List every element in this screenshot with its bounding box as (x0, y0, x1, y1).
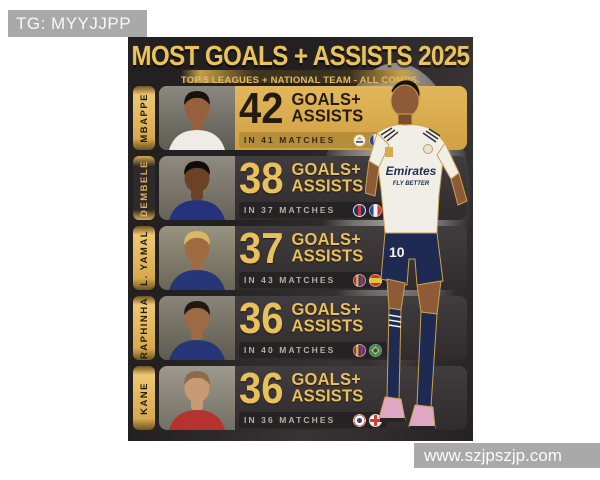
most-goals-assists-graphic: MOST GOALS + ASSISTS 2025 TOP 5 LEAGUES … (128, 37, 473, 441)
website-watermark-label: www.szjpszjp.com (424, 446, 562, 465)
stat-line: 42 GOALS+ ASSISTS (239, 87, 465, 131)
player-name-label: DEMBELE (138, 159, 150, 217)
player-row-body: 36 GOALS+ ASSISTS IN 40 MATCHES (159, 296, 467, 360)
stat-label-line1: GOALS+ (291, 160, 362, 180)
matches-label: IN 37 MATCHES (244, 205, 336, 215)
player-stats: 42 GOALS+ ASSISTS IN 41 MATCHES (239, 87, 465, 148)
real-madrid-crest-icon (353, 133, 366, 147)
player-photo (159, 296, 235, 360)
shirt-sponsor-subtext: FLY BETTER (393, 181, 430, 187)
page-title: MOST GOALS + ASSISTS 2025 (131, 41, 470, 73)
stat-label-line2: ASSISTS (291, 176, 364, 196)
stat-label-line2: ASSISTS (291, 386, 364, 406)
player-avatar-graphic (169, 161, 225, 220)
stat-label-line1: GOALS+ (291, 370, 362, 390)
player-cutout-image: Emirates FLY BETTER 10 (365, 77, 471, 439)
player-photo (159, 156, 235, 220)
shirt-sponsor-text: Emirates (386, 164, 437, 178)
matches-label: IN 43 MATCHES (244, 275, 336, 285)
brazil-flag-icon (369, 343, 382, 357)
player-avatar-graphic (169, 301, 225, 360)
player-row-kane: KANE 36 GOALS+ ASSIST (133, 366, 467, 430)
player-photo (159, 366, 235, 430)
stat-label: GOALS+ ASSISTS (291, 90, 364, 126)
subtitle-band: TOP 5 LEAGUES + NATIONAL TEAM - ALL COMP… (180, 70, 421, 86)
mbappe-cutout-graphic: Emirates FLY BETTER 10 (365, 79, 468, 430)
player-photo (159, 86, 235, 150)
player-name-tab: KANE (133, 366, 155, 430)
stat-label: GOALS+ ASSISTS (291, 300, 364, 336)
shirt-number: 10 (389, 244, 405, 260)
player-stats: 37 GOALS+ ASSISTS IN 43 MATCHES (239, 227, 465, 288)
player-stats: 38 GOALS+ ASSISTS IN 37 MATCHES (239, 157, 465, 218)
player-name-label: KANE (138, 381, 150, 415)
team-icons (353, 203, 382, 217)
total-goals-assists: 38 (239, 156, 284, 203)
stat-label: GOALS+ ASSISTS (291, 370, 364, 406)
stat-label-line2: ASSISTS (291, 316, 364, 336)
matches-strip: IN 40 MATCHES (239, 342, 387, 358)
player-avatar-graphic (169, 91, 225, 150)
team-icons (353, 343, 382, 357)
stat-line: 37 GOALS+ ASSISTS (239, 227, 465, 271)
website-watermark-badge: www.szjpszjp.com (414, 443, 600, 468)
stat-label: GOALS+ ASSISTS (291, 160, 364, 196)
player-name-tab: RAPHINHA (133, 296, 155, 360)
bayern-crest-icon (353, 413, 366, 427)
player-row-mbappe: MBAPPE 42 GOALS+ ASSI (133, 86, 467, 150)
player-stats: 36 GOALS+ ASSISTS IN 40 MATCHES (239, 297, 465, 358)
tg-watermark-label: TG: MYYJJPP (16, 14, 132, 33)
player-name-label: L. YAMAL (138, 230, 150, 286)
player-row-body: 42 GOALS+ ASSISTS IN 41 MATCHES (159, 86, 467, 150)
barcelona-crest-icon (353, 273, 366, 287)
stat-label-line2: ASSISTS (291, 106, 364, 126)
player-photo (159, 226, 235, 290)
stat-label: GOALS+ ASSISTS (291, 230, 364, 266)
psg-crest-icon (353, 203, 366, 217)
matches-label: IN 36 MATCHES (244, 415, 336, 425)
matches-strip: IN 37 MATCHES (239, 202, 387, 218)
france-flag-icon (369, 203, 382, 217)
team-icons (353, 273, 382, 287)
stat-line: 38 GOALS+ ASSISTS (239, 157, 465, 201)
stat-line: 36 GOALS+ ASSISTS (239, 367, 465, 411)
player-name-tab: L. YAMAL (133, 226, 155, 290)
stat-label-line1: GOALS+ (291, 300, 362, 320)
player-stats: 36 GOALS+ ASSISTS IN 36 MATCHES (239, 367, 465, 428)
player-name-tab: DEMBELE (133, 156, 155, 220)
player-row-raphinha: RAPHINHA 36 GOALS+ AS (133, 296, 467, 360)
player-row-body: 36 GOALS+ ASSISTS IN 36 MATCHES (159, 366, 467, 430)
player-name-tab: MBAPPE (133, 86, 155, 150)
player-name-label: MBAPPE (138, 93, 150, 143)
stat-line: 36 GOALS+ ASSISTS (239, 297, 465, 341)
matches-strip: IN 43 MATCHES (239, 272, 387, 288)
page-subtitle: TOP 5 LEAGUES + NATIONAL TEAM - ALL COMP… (180, 75, 421, 86)
total-goals-assists: 36 (239, 366, 284, 413)
barcelona-crest-icon (353, 343, 366, 357)
stat-label-line1: GOALS+ (291, 90, 362, 110)
tg-watermark-badge: TG: MYYJJPP (8, 10, 147, 37)
total-goals-assists: 37 (239, 226, 284, 273)
matches-label: IN 40 MATCHES (244, 345, 336, 355)
player-avatar-graphic (169, 231, 225, 290)
total-goals-assists: 42 (239, 86, 284, 133)
matches-label: IN 41 MATCHES (244, 135, 336, 145)
stat-label-line1: GOALS+ (291, 230, 362, 250)
spain-flag-icon (369, 273, 382, 287)
player-name-label: RAPHINHA (138, 296, 150, 360)
player-avatar-graphic (169, 371, 225, 430)
total-goals-assists: 36 (239, 296, 284, 343)
stat-label-line2: ASSISTS (291, 246, 364, 266)
